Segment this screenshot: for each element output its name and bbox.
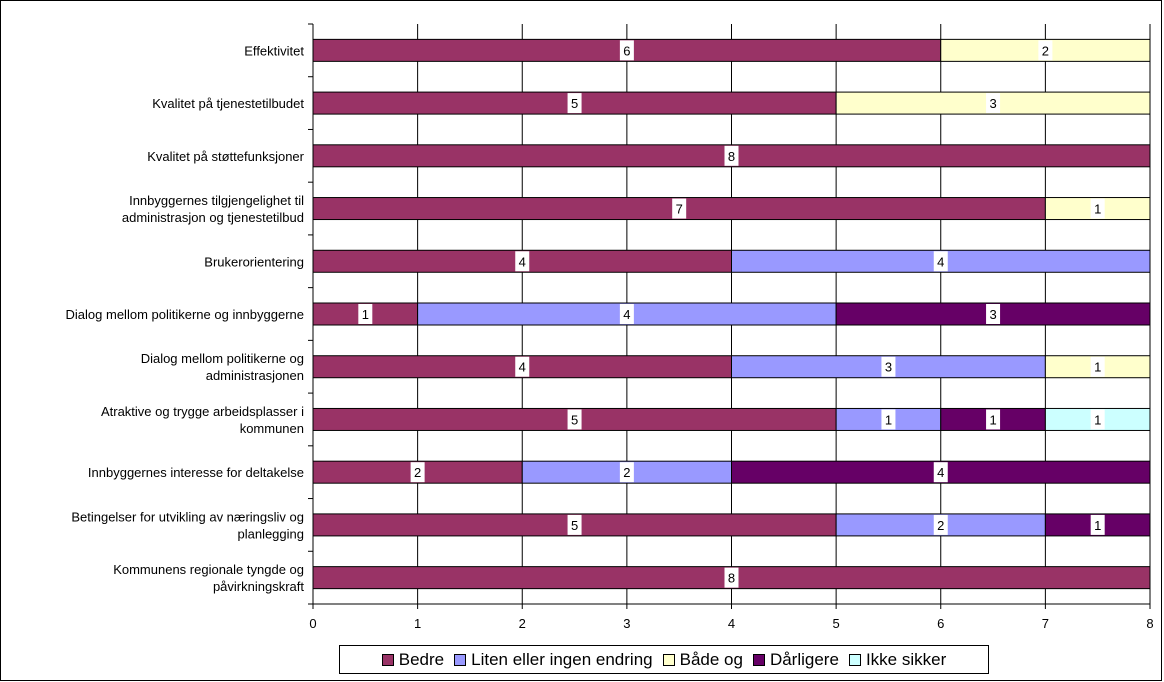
category-label: Betingelser for utvikling av næringsliv …: [71, 509, 304, 541]
legend-label: Liten eller ingen endring: [471, 649, 653, 669]
data-label-bg: [881, 356, 896, 377]
category-label: Dialog mellom politikerne og administrasj…: [141, 351, 304, 383]
data-label-bg: [881, 409, 896, 430]
x-tick-label: 1: [414, 616, 421, 631]
legend-label: Bedre: [398, 649, 445, 669]
data-label: 8: [728, 571, 735, 586]
data-label-bg: [933, 514, 948, 535]
legend-item: Liten eller ingen endring: [454, 649, 653, 670]
category-label: Atraktive og trygge arbeidsplasser i komm…: [101, 404, 304, 436]
data-label: 2: [1042, 43, 1049, 58]
data-label: 7: [676, 202, 683, 217]
x-tick-label: 2: [519, 616, 526, 631]
legend-swatch: [381, 653, 394, 666]
data-label: 3: [885, 360, 892, 375]
data-label-bg: [672, 198, 687, 219]
data-label-bg: [567, 409, 582, 430]
data-label-bg: [986, 304, 1001, 324]
data-label-bg: [1090, 409, 1105, 430]
data-label-bg: [567, 93, 582, 114]
data-label: 4: [519, 254, 526, 269]
legend-label: Ikke sikker: [865, 649, 947, 669]
data-label-bg: [724, 145, 739, 166]
legend-item: Både og: [662, 649, 743, 670]
data-label: 3: [989, 307, 996, 322]
category-label: Kommunens regionale tyngde og påvirknings…: [113, 562, 304, 594]
data-label: 2: [623, 465, 630, 480]
data-label: 2: [414, 465, 421, 480]
data-label-bg: [619, 462, 634, 483]
x-tick-label: 8: [1146, 616, 1153, 631]
data-label-bg: [933, 251, 948, 272]
x-tick-label: 7: [1042, 616, 1049, 631]
x-tick-label: 3: [623, 616, 630, 631]
data-label: 6: [623, 43, 630, 58]
data-label: 1: [362, 307, 369, 322]
x-tick-label: 0: [309, 616, 316, 631]
legend-swatch: [848, 653, 861, 666]
data-label: 1: [989, 412, 996, 427]
data-label-bg: [619, 304, 634, 324]
data-label-bg: [724, 567, 739, 588]
legend-label: Dårligere: [769, 649, 839, 669]
category-label: Effektivitet: [244, 43, 304, 58]
legend-label: Både og: [679, 649, 743, 669]
data-label: 2: [937, 518, 944, 533]
data-label-bg: [410, 462, 425, 483]
legend-item: Ikke sikker: [848, 649, 947, 670]
data-label-bg: [1090, 198, 1105, 219]
x-tick-label: 6: [937, 616, 944, 631]
data-label: 1: [1094, 412, 1101, 427]
category-label: Brukerorientering: [204, 254, 304, 269]
data-label-bg: [933, 462, 948, 483]
category-label: Kvalitet på støttefunksjoner: [147, 149, 304, 164]
data-label: 5: [571, 96, 578, 111]
legend-item: Bedre: [381, 649, 445, 670]
data-label: 4: [519, 360, 526, 375]
data-label: 1: [885, 412, 892, 427]
data-label-bg: [1090, 356, 1105, 377]
data-label: 5: [571, 518, 578, 533]
data-label: 8: [728, 149, 735, 164]
data-label: 1: [1094, 202, 1101, 217]
x-tick-label: 4: [728, 616, 735, 631]
data-label: 1: [1094, 360, 1101, 375]
data-label-bg: [567, 514, 582, 535]
legend-item: Dårligere: [752, 649, 839, 670]
data-label: 4: [937, 465, 944, 480]
data-label-bg: [1038, 40, 1053, 61]
data-label-bg: [986, 409, 1001, 430]
data-label-bg: [1090, 514, 1105, 535]
data-label: 1: [1094, 518, 1101, 533]
legend: Bedre Liten eller ingen endring Både og Dår…: [339, 645, 989, 674]
x-tick-label: 5: [833, 616, 840, 631]
legend-swatch: [662, 653, 675, 666]
category-label: Dialog mellom politikerne og innbyggerne: [66, 307, 304, 322]
category-label: Innbyggernes tilgjengelighet til administ…: [122, 193, 304, 225]
data-label: 5: [571, 412, 578, 427]
data-label-bg: [515, 251, 530, 272]
legend-swatch: [454, 653, 467, 666]
data-label-bg: [986, 93, 1001, 114]
data-label: 3: [989, 96, 996, 111]
category-label: Innbyggernes interesse for deltakelse: [88, 465, 304, 480]
category-label: Kvalitet på tjenestetilbudet: [152, 96, 304, 111]
data-label-bg: [619, 40, 634, 61]
data-label: 4: [937, 254, 944, 269]
data-label: 4: [623, 307, 630, 322]
legend-swatch: [752, 653, 765, 666]
data-label-bg: [515, 356, 530, 377]
data-label-bg: [358, 304, 373, 324]
